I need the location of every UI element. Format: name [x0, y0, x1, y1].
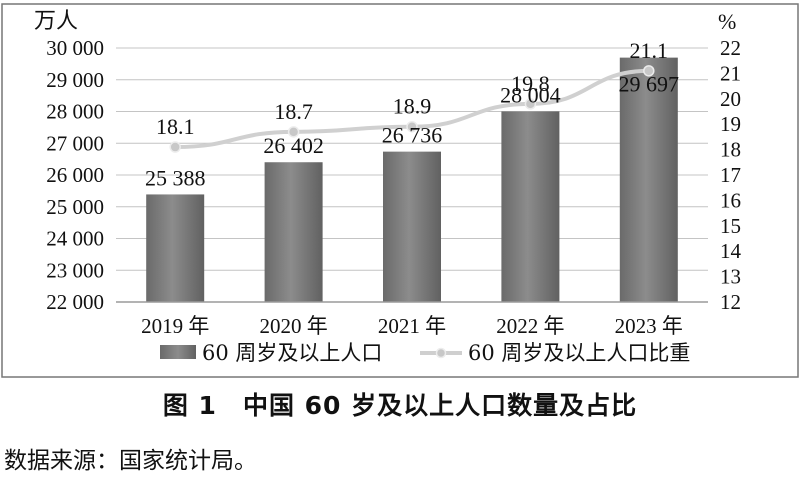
- left-tick-label: 26 000: [46, 163, 104, 187]
- x-tick-label: 2023 年: [615, 314, 683, 338]
- right-tick-label: 18: [720, 138, 741, 162]
- bar: [619, 57, 678, 302]
- ratio-data-label: 18.1: [156, 114, 195, 139]
- left-tick-label: 29 000: [46, 68, 104, 92]
- left-tick-label: 30 000: [46, 36, 104, 60]
- data-labels: 18.1 18.7 18.9 19.8 21.1 25 388 26 402 26 736 28…: [145, 38, 679, 191]
- bar: [264, 162, 323, 302]
- bar: [501, 111, 560, 302]
- ratio-point: [406, 120, 418, 133]
- ratio-point: [524, 98, 537, 110]
- ratio-data-label: 18.7: [274, 99, 313, 124]
- right-tick-label: 20: [720, 87, 741, 111]
- ratio-point: [169, 141, 181, 153]
- x-tick-label: 2020 年: [259, 314, 327, 338]
- axes: 22 000 23 000 24 000 25 000 26 000 27 000 28 0…: [34, 9, 742, 338]
- left-tick-label: 25 000: [46, 195, 104, 219]
- left-axis-unit: 万人: [34, 9, 78, 34]
- x-tick-label: 2019 年: [141, 314, 209, 338]
- right-tick-label: 19: [720, 112, 741, 136]
- left-tick-label: 28 000: [46, 100, 104, 124]
- ratio-line: [169, 65, 655, 153]
- right-tick-label: 16: [720, 188, 741, 212]
- bar: [383, 151, 441, 302]
- bar-data-label: 29 697: [619, 72, 680, 97]
- legend-line-marker: [435, 347, 447, 359]
- right-tick-label: 15: [720, 214, 741, 238]
- bar-data-label: 26 402: [263, 133, 324, 158]
- ratio-point: [287, 126, 300, 138]
- right-tick-label: 22: [720, 36, 741, 60]
- left-tick-label: 27 000: [46, 131, 104, 155]
- right-tick-label: 13: [720, 265, 741, 289]
- left-tick-label: 24 000: [46, 227, 104, 251]
- bar: [146, 194, 205, 302]
- x-tick-label: 2022 年: [496, 314, 564, 338]
- ratio-data-label: 18.9: [393, 94, 432, 119]
- bars: [146, 57, 678, 302]
- figure-caption: 图 1 中国 60 岁及以上人口数量及占比: [162, 391, 638, 420]
- legend-bar-swatch: [160, 345, 196, 359]
- left-tick-label: 23 000: [46, 258, 104, 282]
- right-tick-label: 17: [720, 163, 741, 187]
- chart-frame: [1, 3, 799, 378]
- bar-data-label: 25 388: [145, 165, 206, 190]
- source-note: 数据来源：国家统计局。: [4, 448, 257, 474]
- right-tick-label: 21: [720, 61, 741, 85]
- ratio-point: [643, 65, 655, 77]
- ratio-data-label: 21.1: [630, 38, 669, 63]
- right-tick-label: 14: [720, 239, 742, 263]
- bar-data-label: 26 736: [382, 123, 443, 148]
- left-tick-label: 22 000: [46, 290, 104, 314]
- right-axis-unit: %: [718, 9, 736, 34]
- x-tick-label: 2021 年: [378, 314, 446, 338]
- legend-line-label: 60 周岁及以上人口比重: [468, 341, 690, 365]
- bar-data-label: 28 004: [500, 82, 561, 107]
- ratio-data-label: 19.8: [511, 71, 550, 96]
- legend-bar-label: 60 周岁及以上人口: [202, 341, 382, 365]
- legend: 60 周岁及以上人口 60 周岁及以上人口比重: [160, 341, 690, 365]
- right-tick-label: 12: [720, 290, 741, 314]
